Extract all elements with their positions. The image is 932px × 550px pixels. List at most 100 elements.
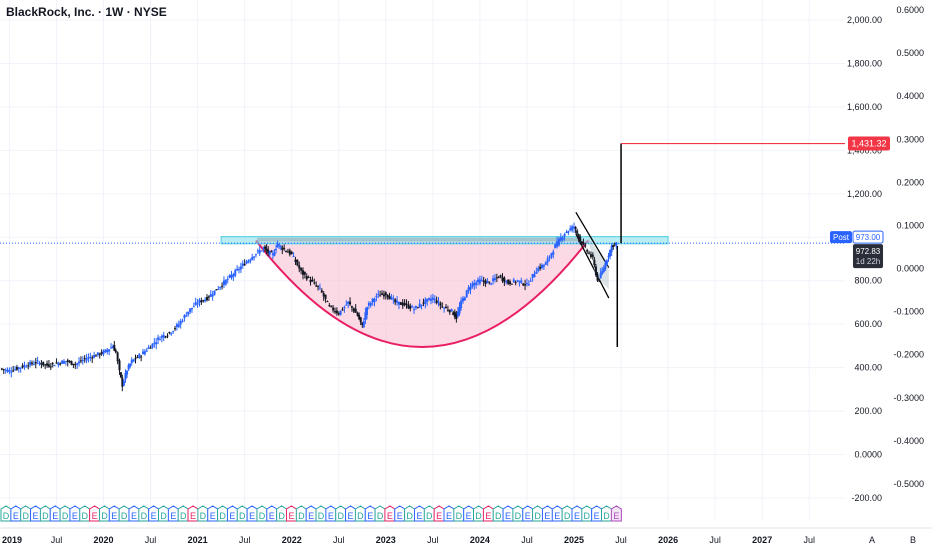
candle-body bbox=[591, 254, 594, 257]
candle-body bbox=[51, 363, 54, 365]
marker-label: D bbox=[62, 511, 69, 521]
marker-label: E bbox=[485, 511, 491, 521]
dividend-marker: D bbox=[79, 505, 91, 522]
axis-button-a: A bbox=[869, 535, 875, 545]
candle-body bbox=[55, 362, 58, 364]
candle-body bbox=[478, 279, 481, 284]
candle-body bbox=[510, 283, 513, 285]
candle-body bbox=[116, 352, 119, 362]
candle-body bbox=[202, 300, 205, 302]
candle-body bbox=[42, 361, 45, 366]
candle-body bbox=[226, 278, 229, 280]
candle-body bbox=[475, 282, 478, 285]
candle-body bbox=[492, 278, 495, 282]
time-tick-label: 2021 bbox=[188, 535, 208, 545]
candle-body bbox=[276, 243, 279, 248]
marker-label: D bbox=[82, 511, 89, 521]
candle-body bbox=[326, 301, 329, 303]
candle-body bbox=[102, 350, 105, 355]
candle-body bbox=[514, 281, 517, 283]
dividend-marker: D bbox=[581, 505, 593, 522]
candle-body bbox=[484, 280, 487, 284]
earnings-marker: E bbox=[591, 505, 603, 522]
marker-label: E bbox=[72, 511, 78, 521]
earnings-marker: E bbox=[443, 505, 455, 522]
candle-body bbox=[471, 283, 474, 288]
earnings-marker: E bbox=[394, 505, 406, 522]
candle-body bbox=[465, 290, 468, 297]
candle-body bbox=[85, 358, 88, 361]
candle-body bbox=[153, 342, 156, 344]
candle-body bbox=[609, 250, 612, 257]
dividend-marker: D bbox=[473, 505, 485, 522]
marker-label: D bbox=[406, 511, 413, 521]
time-tick-label: Jul bbox=[51, 535, 63, 545]
candle-body bbox=[121, 377, 124, 387]
candle-body bbox=[313, 282, 316, 284]
candle-body bbox=[347, 301, 350, 304]
candle-body bbox=[183, 315, 186, 319]
candle-body bbox=[122, 380, 125, 386]
candle-body bbox=[350, 306, 353, 308]
candle-body bbox=[584, 245, 587, 247]
candle-body bbox=[127, 364, 130, 370]
candle-body bbox=[382, 294, 385, 297]
price-tick-label: 0.0000 bbox=[854, 450, 882, 460]
candle-body bbox=[239, 266, 242, 270]
dividend-marker: D bbox=[59, 505, 71, 522]
candle-body bbox=[563, 233, 566, 237]
candle-body bbox=[168, 332, 171, 334]
marker-label: E bbox=[13, 511, 19, 521]
time-tick-label: Jul bbox=[709, 535, 721, 545]
candle-body bbox=[318, 287, 321, 289]
candle-body bbox=[170, 332, 173, 335]
marker-label: D bbox=[475, 511, 482, 521]
candle-body bbox=[245, 261, 248, 264]
candle-body bbox=[8, 370, 11, 372]
candle-body bbox=[300, 267, 303, 271]
candle-body bbox=[100, 352, 103, 354]
earnings-marker: E bbox=[10, 505, 22, 522]
candle-body bbox=[482, 280, 485, 282]
candle-body bbox=[114, 350, 117, 353]
candle-body bbox=[21, 365, 24, 368]
candle-body bbox=[224, 279, 227, 285]
candle-body bbox=[315, 285, 318, 287]
candle-body bbox=[488, 281, 491, 283]
ratio-tick-label: 0.4000 bbox=[896, 91, 924, 101]
marker-label: D bbox=[318, 511, 325, 521]
candle-body bbox=[544, 262, 547, 265]
candle-body bbox=[179, 321, 182, 325]
earnings-marker: E bbox=[384, 505, 396, 522]
marker-label: D bbox=[239, 511, 246, 521]
candle-body bbox=[149, 347, 152, 349]
marker-label: D bbox=[200, 511, 207, 521]
candle-body bbox=[192, 306, 195, 308]
marker-label: D bbox=[259, 511, 266, 521]
candle-body bbox=[461, 298, 464, 302]
candle-body bbox=[119, 372, 122, 378]
candle-body bbox=[83, 358, 86, 360]
dividend-marker: D bbox=[276, 505, 288, 522]
candle-body bbox=[448, 310, 451, 313]
time-tick-label: 2025 bbox=[564, 535, 584, 545]
candle-body bbox=[607, 256, 610, 258]
marker-label: D bbox=[456, 511, 463, 521]
dividend-marker: D bbox=[561, 505, 573, 522]
marker-shape bbox=[610, 505, 622, 522]
candle-body bbox=[72, 363, 75, 366]
candle-body bbox=[207, 296, 210, 298]
candle-body bbox=[288, 250, 291, 255]
earnings-marker: E bbox=[482, 505, 494, 522]
time-tick-label: Jul bbox=[521, 535, 533, 545]
candle-body bbox=[576, 230, 579, 234]
candle-body bbox=[59, 363, 62, 365]
time-tick-label: 2027 bbox=[752, 535, 772, 545]
candle-body bbox=[593, 259, 596, 266]
candle-body bbox=[262, 247, 265, 249]
candle-body bbox=[613, 243, 616, 245]
earnings-marker: E bbox=[148, 505, 160, 522]
candle-body bbox=[177, 324, 180, 327]
candle-body bbox=[126, 370, 129, 375]
